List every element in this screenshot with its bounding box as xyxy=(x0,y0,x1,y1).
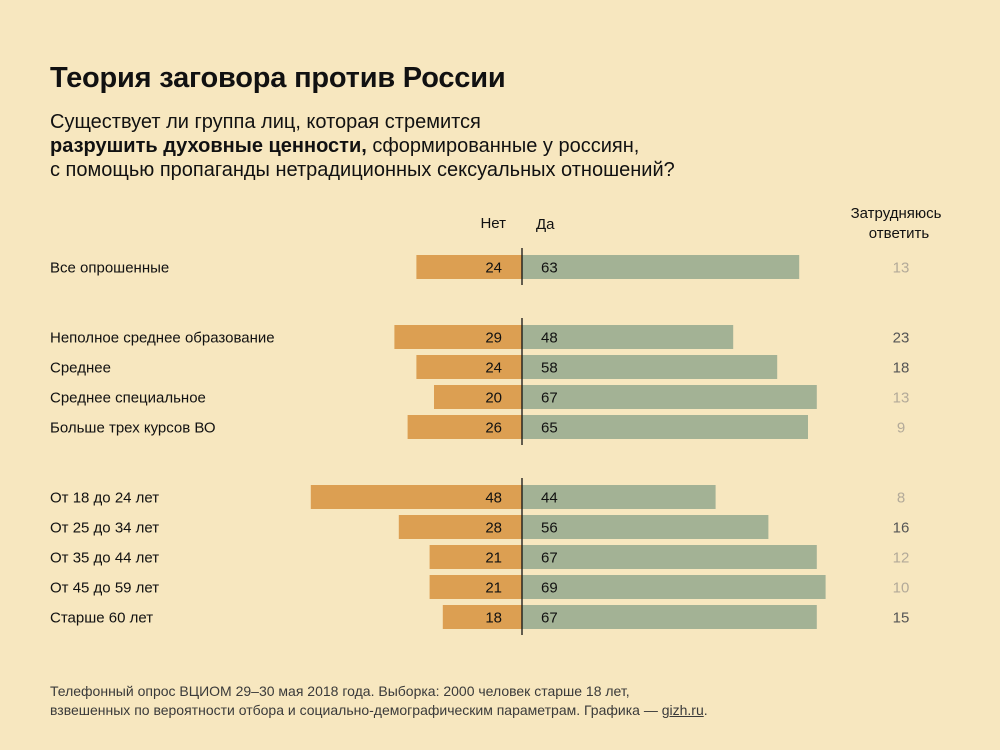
bar-no xyxy=(394,325,522,349)
bar-no xyxy=(416,355,522,379)
bar-yes-value: 67 xyxy=(541,610,558,627)
bar-yes xyxy=(522,575,826,599)
bar-yes xyxy=(522,255,800,279)
bar-no xyxy=(398,515,522,539)
bar-no xyxy=(429,575,522,599)
bar-yes-value: 58 xyxy=(541,360,558,377)
row-label: От 25 до 34 лет xyxy=(50,520,159,537)
source-end: . xyxy=(703,702,708,718)
bar-yes xyxy=(522,415,808,439)
row-label: Больше трех курсов ВО xyxy=(50,420,216,437)
hard-value: 16 xyxy=(893,520,910,537)
bar-yes xyxy=(522,485,716,509)
bar-no-value: 24 xyxy=(485,260,502,277)
source-link[interactable]: gizh.ru xyxy=(661,702,704,718)
bar-no-value: 24 xyxy=(485,360,502,377)
bar-yes-value: 44 xyxy=(541,490,558,507)
bar-yes xyxy=(522,605,817,629)
bar-no-value: 48 xyxy=(485,490,502,507)
chart-subtitle: Существует ли группа лиц, которая стреми… xyxy=(50,110,810,182)
hard-value: 9 xyxy=(897,420,905,437)
subtitle-line-2-rest: сформированные у россиян, xyxy=(366,135,640,157)
bar-no xyxy=(434,385,522,409)
bar-yes xyxy=(522,515,769,539)
subtitle-line-3: с помощью пропаганды нетрадиционных секс… xyxy=(50,159,675,181)
hard-value: 8 xyxy=(897,490,905,507)
bar-yes xyxy=(522,545,817,569)
hard-value: 18 xyxy=(893,360,910,377)
chart-title: Теория заговора против России xyxy=(50,62,506,94)
bar-no-value: 21 xyxy=(485,580,502,597)
row-label: От 35 до 44 лет xyxy=(50,550,159,567)
header-no: Нет xyxy=(480,215,506,232)
bar-yes-value: 67 xyxy=(541,550,558,567)
row-label: От 18 до 24 лет xyxy=(50,490,159,507)
hard-value: 12 xyxy=(893,550,910,567)
subtitle-bold-phrase: разрушить духовные ценности, xyxy=(50,135,367,157)
bar-yes-value: 56 xyxy=(541,520,558,537)
bar-yes xyxy=(522,385,817,409)
bar-yes xyxy=(522,355,778,379)
bar-no-value: 28 xyxy=(485,520,502,537)
bar-no-value: 20 xyxy=(485,390,502,407)
bar-no-value: 26 xyxy=(485,420,502,437)
bar-no xyxy=(429,545,522,569)
hard-value: 13 xyxy=(893,260,910,277)
bar-no xyxy=(416,255,522,279)
hard-value: 10 xyxy=(893,580,910,597)
bar-yes-value: 48 xyxy=(541,330,558,347)
source-line-2: взвешенных по вероятности отбора и социа… xyxy=(50,702,662,718)
header-hard-line-2: ответить xyxy=(869,225,930,242)
hard-value: 23 xyxy=(893,330,910,347)
bar-no xyxy=(407,415,522,439)
bar-no xyxy=(310,485,522,509)
row-label: Неполное среднее образование xyxy=(50,330,275,347)
row-label: От 45 до 59 лет xyxy=(50,580,159,597)
header-hard-line-1: Затрудняюсь xyxy=(851,205,942,222)
bar-no xyxy=(442,605,522,629)
hard-value: 13 xyxy=(893,390,910,407)
subtitle-line-1: Существует ли группа лиц, которая стреми… xyxy=(50,111,481,133)
row-label: Среднее xyxy=(50,360,111,377)
row-label: Старше 60 лет xyxy=(50,610,153,627)
source-note: Телефонный опрос ВЦИОМ 29–30 мая 2018 го… xyxy=(50,682,950,720)
bar-yes-value: 67 xyxy=(541,390,558,407)
bar-yes xyxy=(522,325,734,349)
hard-value: 15 xyxy=(893,610,910,627)
source-line-1: Телефонный опрос ВЦИОМ 29–30 мая 2018 го… xyxy=(50,683,630,699)
bar-no-value: 29 xyxy=(485,330,502,347)
bar-yes-value: 63 xyxy=(541,260,558,277)
bar-yes-value: 69 xyxy=(541,580,558,597)
row-label: Среднее специальное xyxy=(50,390,206,407)
bar-no-value: 18 xyxy=(485,610,502,627)
bar-no-value: 21 xyxy=(485,550,502,567)
row-label: Все опрошенные xyxy=(50,260,169,277)
header-yes: Да xyxy=(536,216,555,233)
bar-yes-value: 65 xyxy=(541,420,558,437)
